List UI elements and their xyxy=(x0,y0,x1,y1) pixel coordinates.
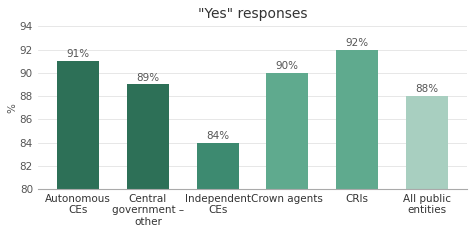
Bar xyxy=(57,61,99,234)
Y-axis label: %: % xyxy=(7,103,17,113)
Bar xyxy=(266,73,308,234)
Bar xyxy=(336,50,378,234)
Text: 90%: 90% xyxy=(276,61,299,71)
Text: 84%: 84% xyxy=(206,131,229,141)
Text: 92%: 92% xyxy=(346,38,368,48)
Bar xyxy=(127,84,169,234)
Bar xyxy=(197,143,238,234)
Bar xyxy=(406,96,447,234)
Title: "Yes" responses: "Yes" responses xyxy=(198,7,307,21)
Text: 91%: 91% xyxy=(67,49,90,59)
Text: 89%: 89% xyxy=(137,73,159,83)
Text: 88%: 88% xyxy=(415,84,438,94)
